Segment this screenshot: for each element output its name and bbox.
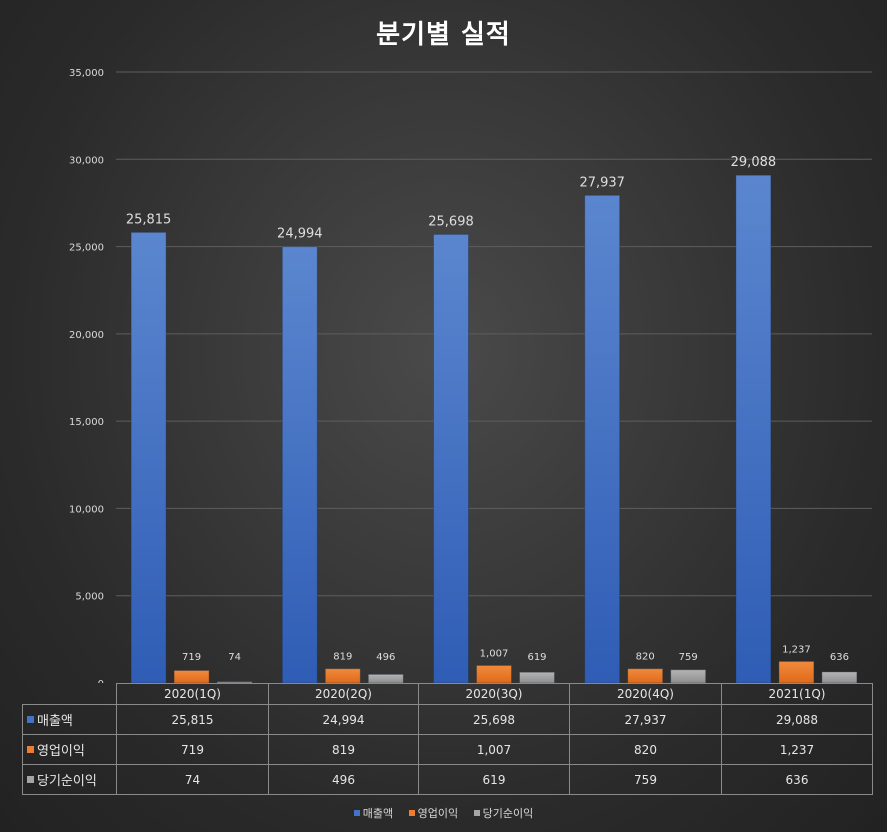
bar [216, 681, 253, 683]
data-label: 820 [636, 652, 655, 663]
table-cell: 820 [569, 734, 722, 765]
data-label: 25,815 [126, 212, 172, 227]
y-tick-label: 0 [98, 679, 104, 683]
table-cell: 29,088 [721, 704, 873, 735]
bar [519, 671, 555, 683]
y-tick-label: 25,000 [69, 243, 104, 254]
bar [130, 231, 167, 683]
table-cell: 74 [116, 764, 269, 795]
table-header-cell: 2020(4Q) [569, 683, 722, 705]
data-label: 719 [182, 652, 201, 663]
bar [281, 246, 318, 683]
data-label: 636 [830, 652, 849, 663]
table-row-header: 영업이익 [22, 734, 117, 765]
y-tick-label: 5,000 [75, 592, 104, 603]
legend-key-square [27, 776, 34, 783]
y-tick-label: 20,000 [69, 330, 104, 341]
bar [778, 660, 815, 683]
table-cell: 25,698 [418, 704, 570, 735]
table-cell: 27,937 [569, 704, 722, 735]
chart-title: 분기별 실적 [376, 20, 511, 50]
table-cell: 719 [116, 734, 269, 765]
bar [735, 174, 772, 683]
data-label: 29,088 [731, 155, 777, 170]
table-header-cell: 2020(2Q) [268, 683, 419, 705]
table-header-cell: 2021(1Q) [721, 683, 873, 705]
bar-chart: 0 5,000 10,000 15,000 20,000 25,000 30,000 35,0… [69, 68, 872, 683]
y-tick-label: 35,000 [69, 68, 104, 79]
y-tick-label: 15,000 [69, 417, 104, 428]
series-name: 영업이익 [37, 744, 85, 759]
bar [670, 669, 707, 683]
bar [324, 668, 361, 683]
data-label: 619 [527, 652, 546, 663]
table-header-cell: 2020(3Q) [418, 683, 570, 705]
data-label: 27,937 [579, 175, 625, 190]
data-label: 759 [679, 652, 698, 663]
y-tick-label: 30,000 [69, 155, 104, 166]
table-cell: 759 [569, 764, 722, 795]
legend-key-square [27, 716, 34, 723]
legend-swatch [473, 810, 480, 816]
bar [627, 668, 664, 683]
data-label: 1,237 [782, 644, 811, 655]
table-cell: 1,237 [721, 734, 873, 765]
bar [476, 664, 512, 683]
data-label: 24,994 [277, 227, 323, 242]
legend-label: 매출액 [362, 807, 394, 820]
legend-item: 영업이익 [408, 805, 459, 821]
series-name: 당기순이익 [37, 774, 97, 789]
legend-swatch [353, 810, 360, 816]
table-cell: 24,994 [268, 704, 419, 735]
table-cell: 25,815 [116, 704, 269, 735]
table-cell: 819 [268, 734, 419, 765]
legend-swatch [408, 810, 415, 816]
data-label: 1,007 [480, 648, 509, 659]
table-row-header: 매출액 [22, 704, 117, 735]
table-row: 당기순이익 74 496 619 759 636 [22, 764, 873, 795]
data-table: 2020(1Q) 2020(2Q) 2020(3Q) 2020(4Q) 2021… [22, 683, 873, 795]
bar [173, 669, 210, 683]
legend-label: 당기순이익 [482, 807, 534, 820]
data-label: 496 [376, 652, 395, 663]
bar [584, 194, 621, 683]
table-row-header: 당기순이익 [22, 764, 117, 795]
table-row: 영업이익 719 819 1,007 820 1,237 [22, 734, 873, 765]
data-label: 74 [228, 652, 241, 663]
series-name: 매출액 [37, 714, 73, 729]
data-label: 819 [333, 652, 352, 663]
chart-legend: 매출액 영업이익 당기순이익 [0, 805, 887, 821]
bar [367, 673, 404, 683]
table-cell: 1,007 [418, 734, 570, 765]
table-corner [22, 683, 117, 705]
table-cell: 619 [418, 764, 570, 795]
legend-label: 영업이익 [417, 807, 459, 820]
data-label: 25,698 [428, 214, 474, 229]
table-header-cell: 2020(1Q) [116, 683, 269, 705]
legend-item: 당기순이익 [473, 805, 534, 821]
y-tick-label: 10,000 [69, 504, 104, 515]
legend-item: 매출액 [353, 805, 394, 821]
table-row: 매출액 25,815 24,994 25,698 27,937 29,088 [22, 704, 873, 735]
bar [433, 233, 469, 683]
bar [821, 671, 858, 683]
table-cell: 636 [721, 764, 873, 795]
table-cell: 496 [268, 764, 419, 795]
legend-key-square [27, 746, 34, 753]
table-header-row: 2020(1Q) 2020(2Q) 2020(3Q) 2020(4Q) 2021… [22, 683, 873, 705]
